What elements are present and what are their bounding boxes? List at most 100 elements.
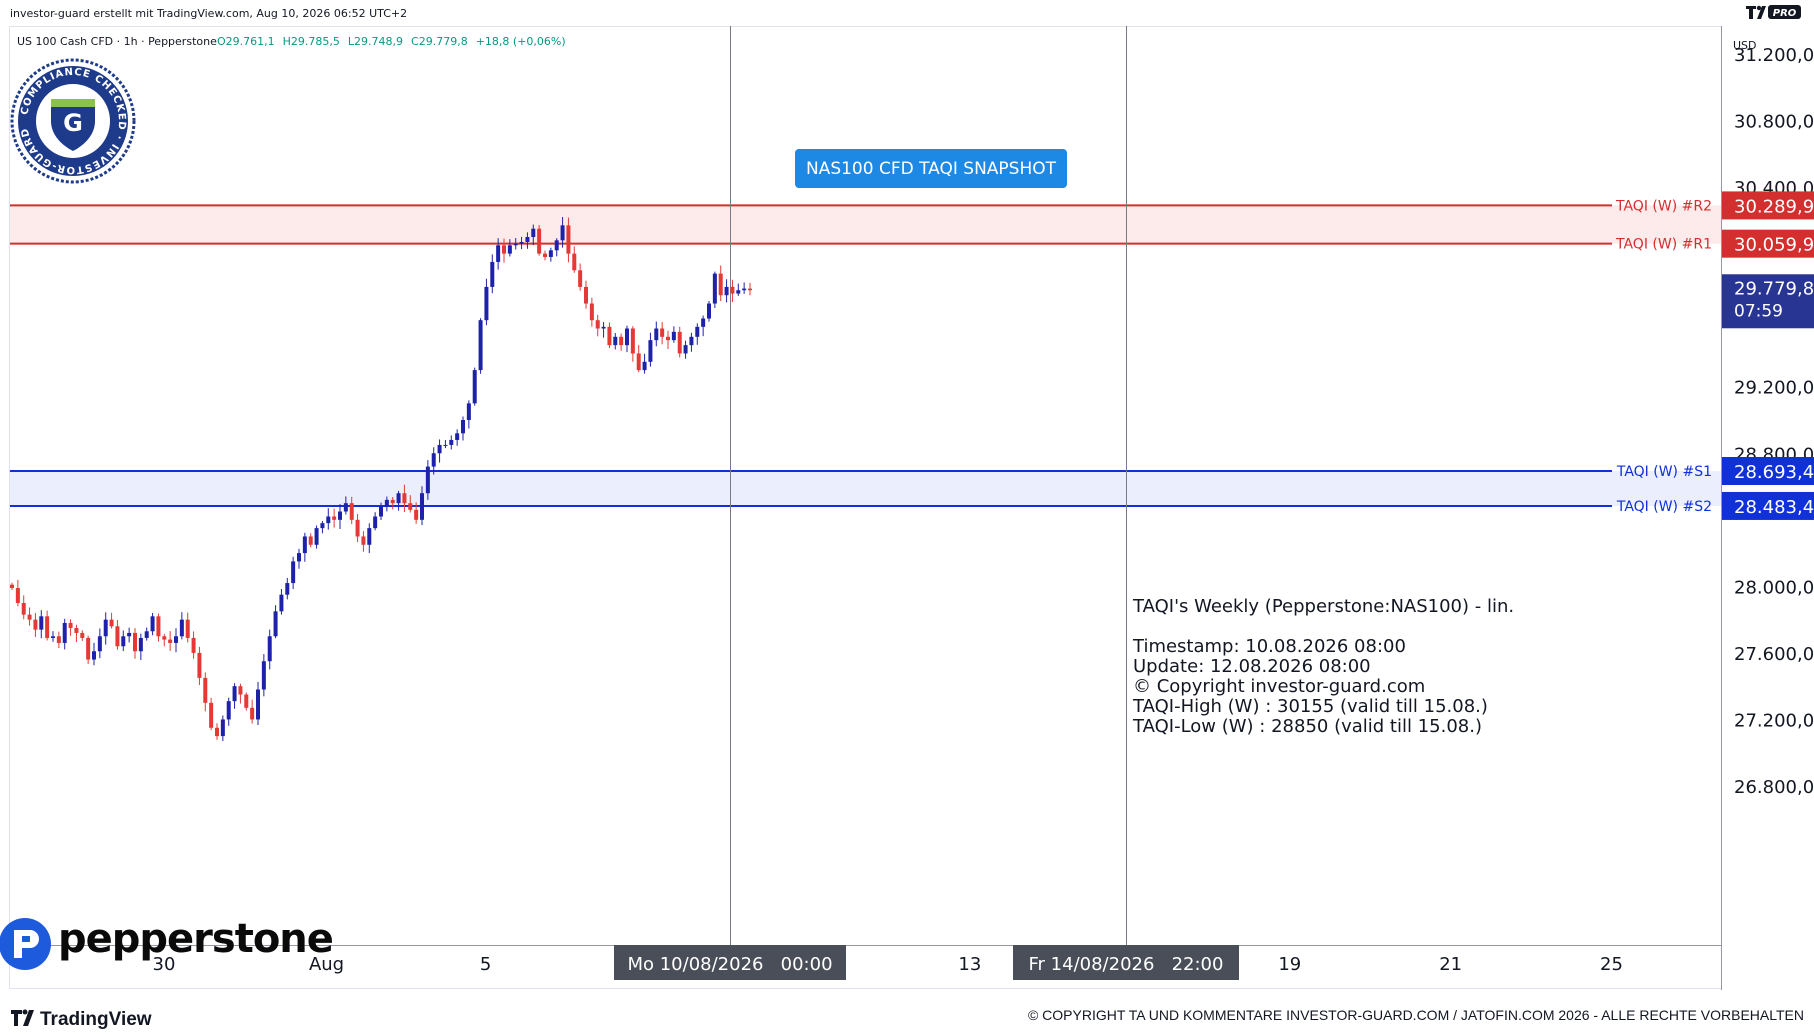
candle-body <box>80 632 85 638</box>
level-label: TAQI (W) #S2 <box>1616 499 1712 515</box>
candle-body <box>619 336 624 346</box>
level-price-tag <box>1722 191 1814 220</box>
candle-body <box>326 516 331 524</box>
candle-body <box>127 632 132 637</box>
candle-body <box>625 328 629 346</box>
y-tick-label: 28.000,0 <box>1734 577 1814 598</box>
candle-body <box>86 637 91 660</box>
candle-body <box>461 420 465 434</box>
candle-body <box>68 622 73 628</box>
candle-body <box>191 637 196 653</box>
price-axis[interactable]: 31.200,030.800,030.400,029.200,028.800,0… <box>1734 45 1814 798</box>
candle-body <box>443 444 448 446</box>
candle-body <box>695 326 700 337</box>
candle-body <box>308 536 313 545</box>
x-tick-label: Aug <box>309 954 344 975</box>
taqi-levels[interactable]: TAQI (W) #R2 TAQI (W) #R1 TAQI (W) #S1 TAQI… <box>10 198 1712 515</box>
info-line-taqi-high: TAQI-High (W) : 30155 (valid till 15.08.… <box>1132 696 1488 717</box>
info-title: TAQI's Weekly (Pepperstone:NAS100) - lin… <box>1132 596 1514 617</box>
tradingview-wordmark: TradingView <box>40 1009 152 1030</box>
candle-body <box>232 686 237 702</box>
candle-body <box>379 506 383 517</box>
pro-label: PRO <box>1773 8 1797 19</box>
candle-body <box>343 503 348 512</box>
tradingview-logo[interactable]: TradingView <box>10 1005 210 1031</box>
symbol-legend[interactable]: US 100 Cash CFD · 1h · Pepperstone O29.7… <box>17 35 566 48</box>
x-tick-label: 30 <box>153 954 176 975</box>
candle-body <box>543 253 547 257</box>
level-label: TAQI (W) #S1 <box>1616 464 1712 480</box>
candle-body <box>179 619 184 637</box>
x-tick-label: 25 <box>1600 954 1623 975</box>
candle-body <box>554 240 559 251</box>
candle-body <box>21 603 26 615</box>
candle-body <box>707 303 711 319</box>
snapshot-title-badge[interactable]: NAS100 CFD TAQI SNAPSHOT <box>795 149 1067 188</box>
candle-body <box>572 253 577 271</box>
level-label: TAQI (W) #R2 <box>1615 198 1712 214</box>
candle-body <box>103 619 108 637</box>
candle-body <box>408 503 413 510</box>
candle-body <box>607 326 612 346</box>
candle-body <box>115 626 120 647</box>
candle-body <box>519 241 524 244</box>
candle-body <box>496 245 501 262</box>
candle-body <box>185 619 190 638</box>
tradingview-pro-badge[interactable]: PRO <box>1746 4 1802 20</box>
x-tick-label: 13 <box>958 954 981 975</box>
level-price-tag <box>1722 229 1814 258</box>
candle-body <box>209 702 214 728</box>
candle-body <box>238 686 243 695</box>
candle-body <box>484 286 489 321</box>
y-tick-label: 27.200,0 <box>1734 710 1814 731</box>
candle-body <box>402 493 407 504</box>
candle-body <box>349 503 354 520</box>
candle-body <box>420 493 424 520</box>
taqi-info-box: TAQI's Weekly (Pepperstone:NAS100) - lin… <box>1132 596 1514 737</box>
candle-body <box>361 536 366 545</box>
candle-body <box>548 250 553 257</box>
candle-body <box>566 225 571 254</box>
top-bar: investor-guard erstellt mit TradingView.… <box>0 0 1814 26</box>
candle-body <box>215 727 219 737</box>
seal-letter: G <box>63 109 83 137</box>
info-line-timestamp: Timestamp: 10.08.2026 08:00 <box>1132 636 1406 657</box>
candle-body <box>256 689 260 720</box>
last-price-value: 29.779,8 <box>1734 278 1814 299</box>
candle-body <box>589 303 594 321</box>
last-price-tag: 29.779,8 07:59 <box>1722 274 1814 329</box>
candle-body <box>203 677 208 703</box>
candle-body <box>150 616 155 632</box>
candle-body <box>560 225 565 241</box>
candle-body <box>168 639 173 643</box>
candle-body <box>121 636 126 647</box>
candle-body <box>748 288 752 291</box>
candle-body <box>584 286 588 304</box>
candle-body <box>45 616 50 638</box>
candle-body <box>595 320 600 329</box>
candle-body <box>601 326 606 329</box>
candle-body <box>525 237 530 242</box>
candle-body <box>736 290 741 294</box>
level-price-value: 28.483,4 <box>1734 497 1814 518</box>
time-marker-monday: Mo 10/08/2026 00:00 <box>614 945 846 980</box>
time-axis[interactable]: 30 Aug 5 13 19 21 25 <box>153 954 1623 975</box>
currency-label: USD <box>1733 39 1757 52</box>
level-label: TAQI (W) #R1 <box>1615 237 1712 253</box>
candle-body <box>531 228 536 237</box>
support-zone <box>10 471 1721 506</box>
y-tick-label: 26.800,0 <box>1734 777 1814 798</box>
x-tick-label: 19 <box>1278 954 1301 975</box>
candle-body <box>62 622 67 643</box>
candle-body <box>677 331 682 354</box>
candle-body <box>502 245 506 254</box>
candle-body <box>15 588 20 603</box>
candle-body <box>367 528 372 545</box>
candle-body <box>273 611 278 637</box>
time-marker-monday-label: Mo 10/08/2026 00:00 <box>627 954 832 975</box>
candle-body <box>742 288 747 291</box>
candle-body <box>338 511 342 520</box>
candle-body <box>648 340 653 362</box>
candle-body <box>109 619 114 627</box>
